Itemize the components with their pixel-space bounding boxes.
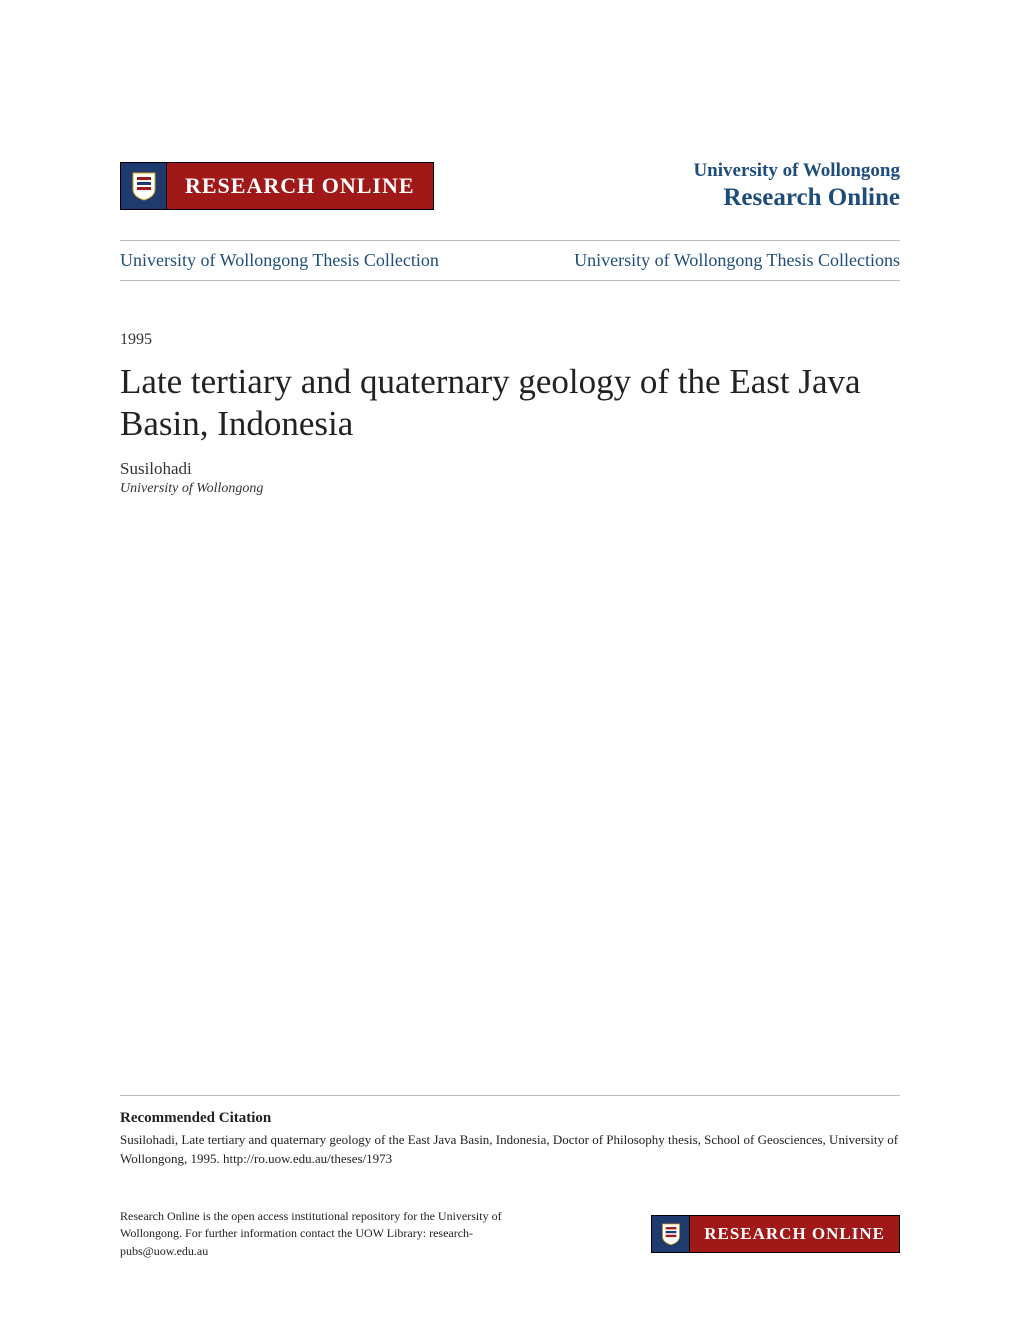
- nav-link-collections[interactable]: University of Wollongong Thesis Collecti…: [574, 250, 900, 271]
- author-name: Susilohadi: [120, 459, 900, 479]
- research-online-logo[interactable]: RESEARCH ONLINE: [120, 162, 434, 210]
- footer-divider: [120, 1095, 900, 1096]
- footer-section: Recommended Citation Susilohadi, Late te…: [120, 1095, 900, 1260]
- record-block: 1995 Late tertiary and quaternary geolog…: [120, 331, 900, 497]
- university-name[interactable]: University of Wollongong: [693, 160, 900, 182]
- footer-logo-wrapper: RESEARCH ONLINE: [651, 1215, 900, 1253]
- logo-text: RESEARCH ONLINE: [167, 163, 433, 209]
- publication-year: 1995: [120, 331, 900, 349]
- university-crest-icon: [121, 163, 167, 209]
- repository-info: Research Online is the open access insti…: [120, 1208, 540, 1260]
- nav-link-collection[interactable]: University of Wollongong Thesis Collecti…: [120, 250, 439, 271]
- header-row: RESEARCH ONLINE University of Wollongong…: [120, 160, 900, 212]
- logo-text: RESEARCH ONLINE: [690, 1216, 899, 1252]
- research-online-logo-footer[interactable]: RESEARCH ONLINE: [651, 1215, 900, 1253]
- author-affiliation: University of Wollongong: [120, 481, 900, 497]
- university-crest-icon: [652, 1216, 690, 1252]
- thesis-title: Late tertiary and quaternary geology of …: [120, 361, 900, 445]
- footer-bottom-row: Research Online is the open access insti…: [120, 1208, 900, 1260]
- site-name[interactable]: Research Online: [693, 184, 900, 212]
- header-right: University of Wollongong Research Online: [693, 160, 900, 212]
- citation-text: Susilohadi, Late tertiary and quaternary…: [120, 1131, 900, 1167]
- breadcrumb-nav: University of Wollongong Thesis Collecti…: [120, 240, 900, 281]
- citation-heading: Recommended Citation: [120, 1110, 900, 1127]
